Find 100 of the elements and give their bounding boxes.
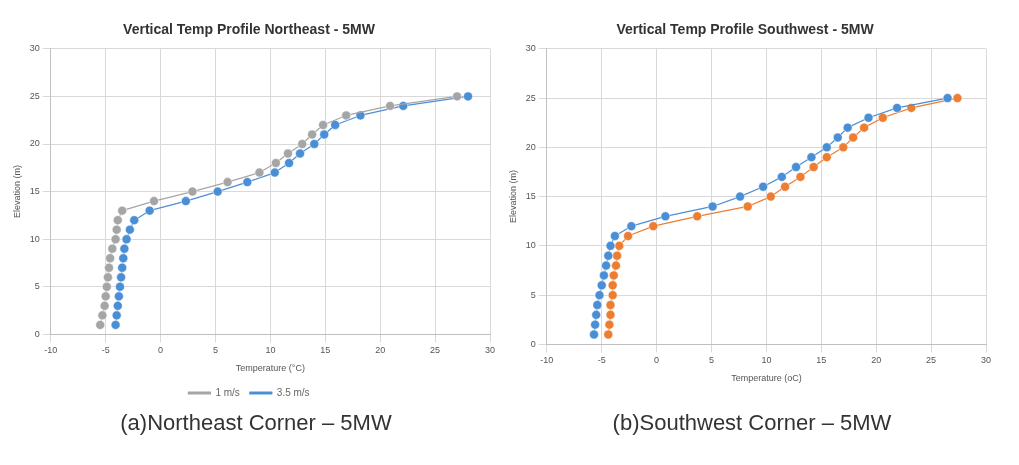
x-tick-label: 30 [980, 355, 992, 366]
y-tick-label: 0 [34, 328, 40, 339]
point [385, 101, 395, 111]
point [149, 196, 159, 206]
y-tick-label: 20 [525, 141, 536, 152]
point [100, 291, 111, 302]
point [307, 129, 317, 140]
x-tick-label: 15 [816, 355, 827, 366]
point [795, 172, 806, 182]
point [777, 172, 787, 182]
point [707, 201, 718, 212]
point [833, 132, 843, 143]
point [605, 300, 616, 310]
point [111, 224, 122, 235]
x-tick-label: -10 [44, 345, 58, 356]
point [607, 280, 618, 291]
point [605, 310, 616, 320]
x-tick-label: 30 [484, 345, 496, 356]
point [121, 234, 132, 244]
point [113, 215, 123, 225]
point [592, 300, 603, 310]
point [95, 320, 105, 330]
y-tick-label: 10 [525, 240, 536, 251]
point [609, 270, 619, 281]
point [104, 263, 114, 273]
point [842, 122, 853, 133]
y-tick-label: 30 [525, 43, 536, 54]
point [118, 253, 129, 263]
x-axis-title: Temperature (°C) [235, 363, 305, 374]
point [115, 282, 125, 292]
y-tick-label: 5 [34, 281, 40, 292]
x-tick-label: 10 [761, 355, 772, 366]
point [780, 182, 790, 192]
point [242, 177, 253, 187]
point [283, 148, 293, 159]
point [463, 91, 473, 102]
point [848, 132, 858, 143]
point [271, 158, 281, 168]
point [806, 152, 817, 162]
point [114, 291, 124, 302]
legend-label: 3.5 m/s [276, 386, 310, 398]
x-tick-label: 25 [430, 345, 441, 356]
point [212, 186, 223, 197]
point [605, 241, 616, 251]
point [603, 329, 614, 340]
x-tick-label: -5 [101, 345, 110, 356]
point [822, 152, 832, 162]
point [604, 319, 615, 330]
point [309, 139, 320, 149]
chart-title: Vertical Temp Profile Southwest - 5MW [616, 21, 875, 38]
y-tick-label: 25 [29, 90, 40, 101]
y-axis-title: Elevation (m) [11, 165, 22, 219]
point [610, 231, 620, 241]
x-tick-label: 20 [871, 355, 882, 366]
point [110, 234, 121, 244]
point [742, 201, 753, 212]
y-tick-label: 15 [525, 191, 536, 202]
point [117, 205, 127, 216]
point [105, 253, 115, 263]
point [111, 310, 122, 321]
point [599, 270, 609, 281]
point [808, 162, 819, 172]
legend-label: 1 m/s [215, 386, 240, 398]
point [119, 243, 130, 254]
x-tick-label: 25 [926, 355, 937, 366]
y-tick-label: 5 [530, 289, 536, 300]
point [181, 196, 191, 206]
y-tick-label: 15 [29, 186, 40, 197]
point [626, 221, 637, 231]
x-tick-label: 0 [654, 355, 660, 366]
y-tick-label: 10 [29, 233, 40, 244]
point [758, 182, 768, 192]
text: (a)Northeast Corner – 5MW [119, 410, 393, 436]
x-tick-label: 0 [158, 345, 164, 356]
x-axis-title: Temperature (oC) [731, 373, 802, 384]
point [297, 139, 307, 149]
text: (b)Southwest Corner – 5MW [611, 410, 893, 436]
point [107, 243, 118, 254]
point [589, 329, 599, 340]
point [859, 122, 869, 133]
point [330, 120, 340, 130]
point [603, 250, 614, 261]
point [270, 167, 280, 178]
point [590, 319, 600, 330]
point [222, 177, 233, 187]
x-tick-label: 5 [709, 355, 715, 366]
y-axis-title: Elevation (m) [507, 170, 518, 224]
point [878, 113, 888, 123]
point [591, 310, 601, 320]
point [735, 191, 745, 202]
point [601, 260, 611, 271]
point [611, 260, 621, 271]
point [110, 320, 121, 330]
point [942, 93, 953, 103]
point [791, 162, 801, 172]
point [452, 91, 462, 102]
point [295, 148, 305, 159]
y-tick-label: 30 [29, 43, 40, 54]
point [596, 280, 607, 291]
point [113, 301, 123, 311]
